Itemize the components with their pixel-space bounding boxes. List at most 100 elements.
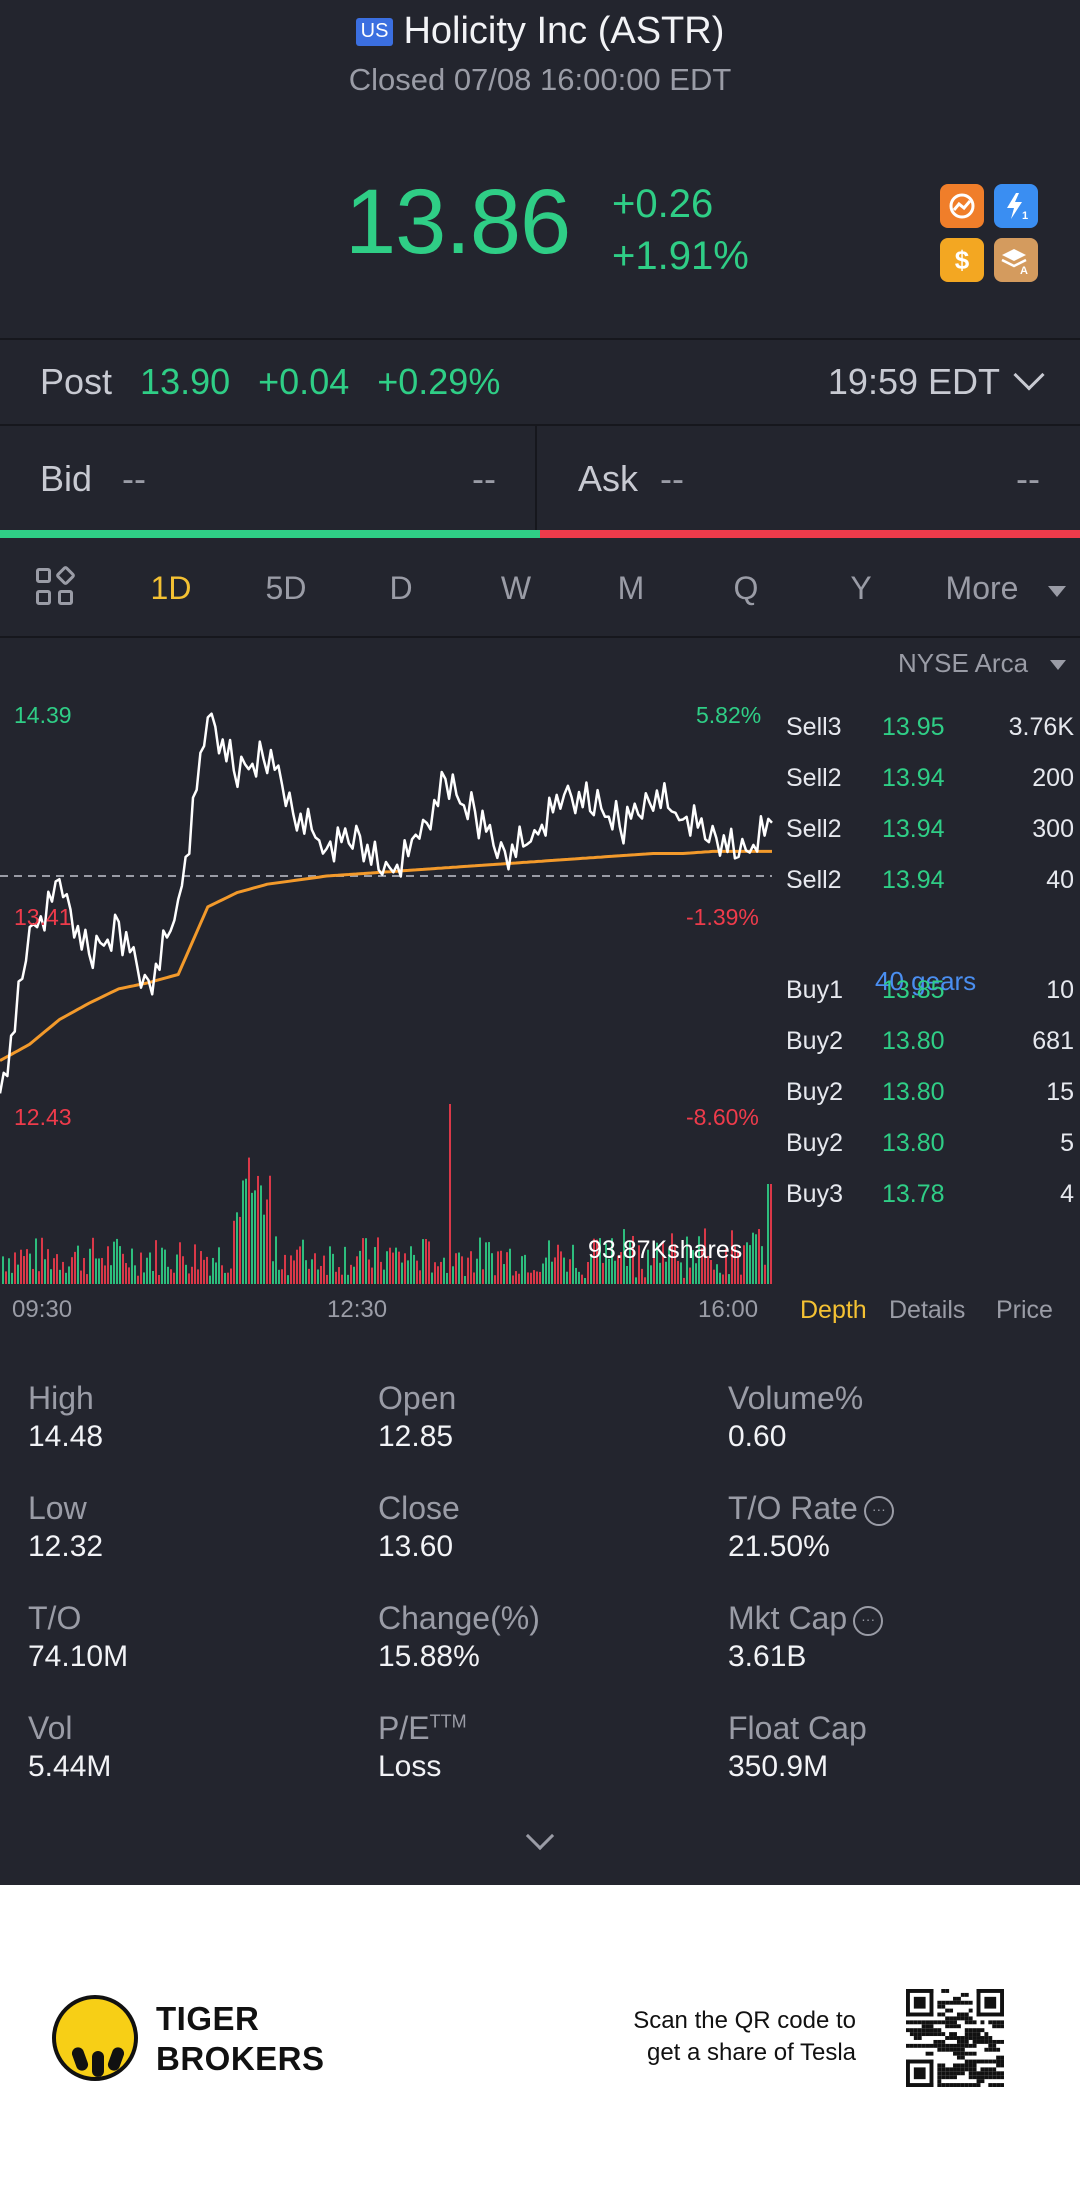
promo-text: Scan the QR code to get a share of Tesla bbox=[600, 2005, 856, 2069]
qr-module bbox=[949, 2024, 954, 2029]
qr-module bbox=[906, 2020, 910, 2025]
qr-module bbox=[941, 2012, 946, 2017]
volume-bar bbox=[683, 1277, 685, 1284]
ask-row[interactable]: Sell3 13.95 3.76K bbox=[778, 713, 1080, 749]
tab-q[interactable]: Q bbox=[733, 570, 759, 606]
tab-w[interactable]: W bbox=[500, 570, 532, 606]
volume-bar bbox=[125, 1263, 127, 1284]
ask-row[interactable]: Sell4 14.00 420 bbox=[778, 688, 1080, 698]
bid-row[interactable]: Buy2 13.80 5 bbox=[778, 1129, 1080, 1165]
expand-chevron-icon[interactable] bbox=[525, 1821, 555, 1851]
volume-bar bbox=[620, 1252, 622, 1284]
tab-details[interactable]: Details bbox=[889, 1296, 966, 1324]
qr-module bbox=[988, 2075, 993, 2080]
qr-module bbox=[960, 2071, 965, 2076]
qr-finder bbox=[906, 1989, 910, 2017]
more-info-icon[interactable]: ··· bbox=[853, 1605, 884, 1636]
volume-bar bbox=[473, 1272, 475, 1284]
qr-module bbox=[913, 2043, 918, 2048]
chevron-down-icon[interactable] bbox=[1013, 359, 1045, 391]
ask-row[interactable]: Sell2 13.94 300 bbox=[778, 815, 1080, 851]
lightning-1-badge-icon[interactable]: 1 bbox=[994, 184, 1038, 228]
chart-badge-icon[interactable] bbox=[940, 184, 984, 228]
volume-bar bbox=[671, 1233, 673, 1284]
stat-high: High 14.48 bbox=[28, 1380, 368, 1460]
stock-name: Holicity Inc (ASTR) bbox=[403, 10, 725, 52]
volume-bar bbox=[476, 1258, 478, 1284]
stat-value: 14.48 bbox=[28, 1420, 104, 1453]
tab-1d[interactable]: 1D bbox=[150, 570, 192, 606]
qr-module bbox=[956, 2016, 961, 2021]
caret-down-icon[interactable] bbox=[1048, 586, 1066, 597]
tab-m[interactable]: M bbox=[617, 570, 645, 606]
qr-module bbox=[941, 2043, 946, 2048]
bid-size: 5 bbox=[1060, 1129, 1074, 1157]
exchange-selector[interactable]: NYSE Arca bbox=[898, 648, 1029, 678]
bid-row[interactable]: Buy2 13.80 681 bbox=[778, 1027, 1080, 1063]
volume-bar bbox=[206, 1256, 208, 1284]
volume-bar bbox=[146, 1257, 148, 1284]
bid-price: 13.80 bbox=[882, 1078, 945, 1106]
tab-more[interactable]: More bbox=[945, 570, 1019, 606]
volume-bar bbox=[128, 1267, 130, 1284]
qr-module bbox=[929, 2028, 934, 2033]
qr-module bbox=[980, 2028, 985, 2033]
qr-module bbox=[964, 2067, 969, 2072]
volume-bar bbox=[677, 1260, 679, 1284]
qr-module bbox=[925, 2051, 930, 2056]
ask-row[interactable]: Sell2 13.94 200 bbox=[778, 764, 1080, 800]
volume-bar bbox=[155, 1240, 157, 1284]
stack-a-badge-icon[interactable]: A bbox=[994, 238, 1038, 282]
volume-bar bbox=[740, 1274, 742, 1284]
ask-row[interactable]: Sell1 13.90 10 bbox=[778, 917, 1080, 918]
intraday-chart[interactable]: NYSE Arca 14.39 5.82% 13.41 -1.39% 12.43… bbox=[0, 636, 1080, 1336]
qr-module bbox=[968, 2008, 973, 2013]
qr-module bbox=[956, 2039, 961, 2044]
volume-bar bbox=[332, 1253, 334, 1284]
volume-bar bbox=[659, 1262, 661, 1284]
divider bbox=[0, 338, 1080, 340]
post-change: +0.04 bbox=[258, 361, 350, 402]
tab-d[interactable]: D bbox=[389, 570, 413, 606]
bid-price: 13.80 bbox=[882, 1027, 945, 1055]
ask-row[interactable]: Sell2 13.94 40 bbox=[778, 866, 1080, 902]
tab-price[interactable]: Price bbox=[996, 1296, 1053, 1324]
volume-bar bbox=[647, 1249, 649, 1284]
dollar-badge-icon[interactable]: $ bbox=[940, 238, 984, 282]
qr-module bbox=[992, 2047, 997, 2052]
volume-bar bbox=[245, 1178, 247, 1284]
tab-depth[interactable]: Depth bbox=[800, 1296, 867, 1324]
qr-finder bbox=[906, 2012, 934, 2017]
qr-module bbox=[949, 2016, 954, 2021]
qr-module bbox=[964, 2039, 969, 2044]
bid-size: 681 bbox=[1032, 1027, 1074, 1055]
qr-module bbox=[953, 2024, 957, 2029]
volume-bar bbox=[353, 1266, 355, 1284]
tab-5d[interactable]: 5D bbox=[265, 570, 307, 606]
qr-module bbox=[996, 2020, 1001, 2025]
caret-down-icon[interactable] bbox=[1050, 660, 1066, 670]
bid-row[interactable]: Buy2 13.80 15 bbox=[778, 1078, 1080, 1114]
qr-module bbox=[980, 2020, 985, 2025]
volume-bar bbox=[446, 1272, 448, 1284]
qr-module bbox=[953, 2047, 957, 2052]
volume-bar bbox=[680, 1262, 682, 1284]
qr-module bbox=[968, 2036, 973, 2040]
volume-bar bbox=[314, 1253, 316, 1284]
volume-bar bbox=[359, 1250, 361, 1284]
more-info-icon[interactable]: ··· bbox=[863, 1495, 894, 1526]
ask-price: 13.94 bbox=[882, 866, 945, 894]
layout-grid-icon[interactable] bbox=[36, 564, 77, 608]
price-chart[interactable] bbox=[0, 636, 1080, 1336]
order-book-gears[interactable]: 40 gears bbox=[875, 966, 977, 996]
page-title: US Holicity Inc (ASTR) bbox=[0, 10, 1080, 53]
bid-row[interactable]: Buy1 13.85 10 bbox=[778, 976, 1080, 1012]
volume-bar bbox=[710, 1259, 712, 1284]
post-market-row[interactable]: Post 13.90 +0.04 +0.29% 19:59 EDT bbox=[0, 340, 1080, 424]
qr-module bbox=[992, 2075, 997, 2080]
qr-module bbox=[945, 2024, 950, 2029]
qr-module bbox=[925, 2032, 930, 2037]
volume-bar bbox=[59, 1269, 61, 1284]
tab-y[interactable]: Y bbox=[850, 570, 872, 606]
bid-row[interactable]: Buy3 13.78 4 bbox=[778, 1180, 1080, 1216]
